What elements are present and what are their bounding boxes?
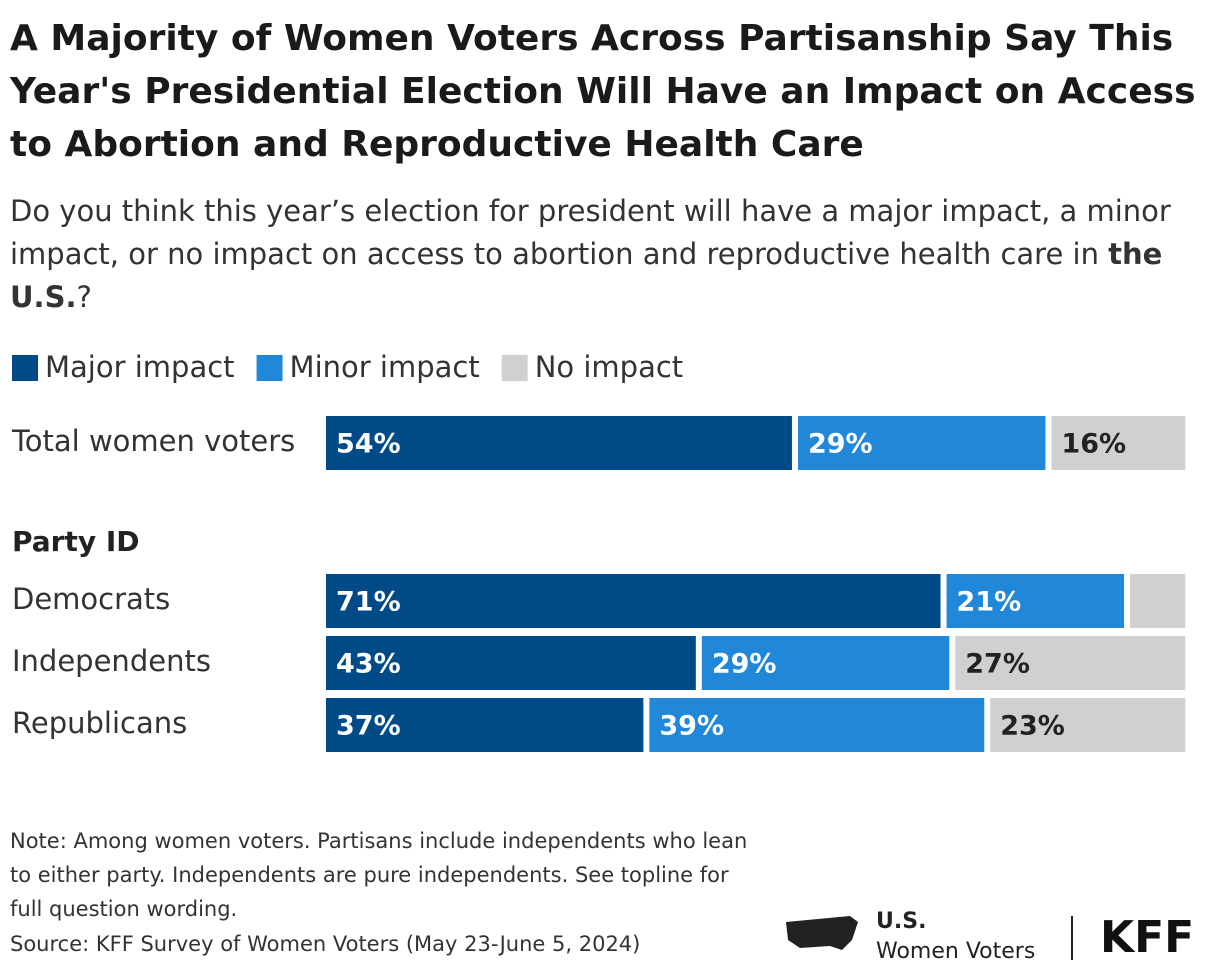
- value-label: 39%: [659, 711, 724, 742]
- value-label: 29%: [712, 649, 777, 680]
- bar-segment: [701, 636, 950, 690]
- us-map-icon: [786, 916, 858, 950]
- bar-segment: [649, 698, 985, 752]
- logo-brand: KFF: [1100, 912, 1194, 963]
- value-label: 21%: [957, 587, 1022, 618]
- subtitle-part: Do you think this year’s election for pr…: [10, 194, 1171, 271]
- logo-line1: U.S.: [876, 909, 926, 934]
- chart-subtitle: Do you think this year’s election for pr…: [10, 190, 1210, 319]
- subtitle-part: the U.S.: [10, 237, 1163, 314]
- legend-swatch: [256, 355, 283, 381]
- bar-segment: [326, 636, 696, 690]
- bar-segment: [326, 574, 941, 628]
- group-label: Party ID: [12, 525, 140, 558]
- value-label: 29%: [808, 429, 873, 460]
- category-label: Democrats: [12, 582, 170, 616]
- bar-segment: [326, 698, 644, 752]
- value-label: 16%: [1061, 429, 1126, 460]
- chart-title: A Majority of Women Voters Across Partis…: [10, 18, 1196, 165]
- category-label: Total women voters: [11, 424, 295, 458]
- bar-segment: [990, 698, 1186, 752]
- bar-segment: [1130, 574, 1186, 628]
- note: Note: Among women voters. Partisans incl…: [10, 829, 748, 921]
- legend-label: Major impact: [45, 350, 235, 384]
- subtitle-part: ?: [76, 280, 92, 314]
- bar-segment: [326, 416, 792, 470]
- bar-segment: [955, 636, 1186, 690]
- legend-swatch: [12, 355, 38, 381]
- category-label: Republicans: [12, 706, 187, 740]
- value-label: 23%: [1000, 711, 1065, 742]
- bar-segment: [797, 416, 1046, 470]
- value-label: 43%: [336, 649, 401, 680]
- value-label: 27%: [965, 649, 1030, 680]
- value-label: 54%: [336, 429, 401, 460]
- legend-swatch: [501, 355, 528, 381]
- bar-segment: [946, 574, 1125, 628]
- value-label: 71%: [336, 587, 401, 618]
- bar-segment: [1051, 416, 1186, 470]
- legend-label: Minor impact: [290, 350, 480, 384]
- legend-label: No impact: [535, 350, 683, 384]
- value-label: 37%: [336, 711, 401, 742]
- logo-line2: Women Voters: [876, 939, 1035, 964]
- source: Source: KFF Survey of Women Voters (May …: [10, 932, 641, 956]
- category-label: Independents: [12, 644, 211, 678]
